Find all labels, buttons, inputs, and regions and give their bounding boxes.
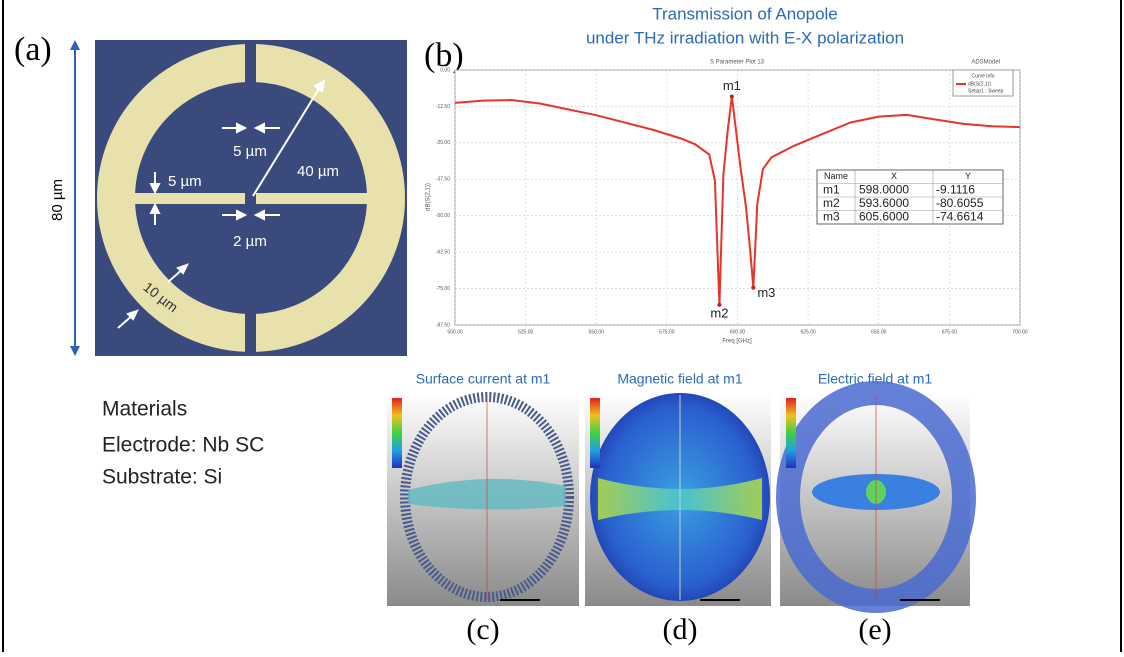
- y-tick-label: -75.00: [436, 286, 450, 292]
- x-tick-label: 650.00: [871, 329, 887, 335]
- arrow-head: [70, 346, 80, 356]
- panel-label: (d): [663, 613, 698, 646]
- x-axis-label: Freq [GHz]: [722, 339, 752, 345]
- gap-bottom: [245, 236, 256, 356]
- materials-title: Materials: [102, 398, 187, 421]
- y-tick-label: -87.50: [436, 322, 450, 328]
- table-cell: 593.6000: [859, 196, 909, 210]
- materials-text: Electrode: Nb SC: [102, 434, 264, 457]
- panel-label: (c): [466, 613, 499, 646]
- marker-label: m3: [757, 285, 775, 300]
- data-line: [454, 96, 1021, 305]
- y-tick-label: 0.00: [440, 67, 450, 73]
- materials-text: Substrate: Si: [102, 466, 222, 489]
- table-header: Name: [824, 171, 848, 181]
- x-tick-label: 600.00: [730, 329, 746, 335]
- marker-table: Name X Ym1 598.0000 -9.1116 m2 593.6000 -80.605…: [816, 169, 1004, 225]
- chart-title: Transmission of Anopole: [652, 4, 838, 23]
- marker-point: [729, 94, 734, 99]
- dim-label: 40 µm: [297, 163, 339, 180]
- table-header: X: [891, 171, 897, 181]
- arrow-head: [70, 40, 80, 50]
- x-tick-label: 625.00: [800, 329, 816, 335]
- dim-arrows: [117, 79, 326, 329]
- x-tick-label: 575.00: [659, 329, 675, 335]
- design-name: ADSModel: [971, 60, 1000, 66]
- marker-label: m2: [710, 305, 728, 320]
- y-tick-label: -50.00: [436, 213, 450, 219]
- table-cell: -74.6614: [936, 209, 984, 223]
- y-axis-label: dB(S(2,1)): [426, 183, 432, 211]
- y-tick-label: -12.50: [436, 104, 450, 110]
- panel-label: (a): [14, 31, 52, 68]
- x-tick-label: 500.00: [447, 329, 463, 335]
- marker-point: [717, 302, 722, 307]
- bar-right: [256, 193, 367, 204]
- panel-label: (e): [858, 613, 891, 646]
- table-cell: m3: [823, 209, 840, 223]
- bar-left: [134, 193, 245, 204]
- table-cell: m2: [823, 196, 840, 210]
- y-tick-label: -62.50: [436, 249, 450, 255]
- dim-label: 5 µm: [233, 143, 267, 160]
- table-cell: m1: [823, 182, 840, 196]
- legend-title: Curve Info: [971, 73, 994, 79]
- color-scale: [590, 398, 600, 468]
- chart-subtitle: under THz irradiation with E-X polarizat…: [586, 28, 904, 47]
- panel-label: (b): [424, 37, 464, 74]
- marker-point: [751, 285, 756, 290]
- table-cell: -9.1116: [936, 182, 975, 196]
- plot-layer: 0.00 -12.50 -25.00 -37.50 -50.00 -62.50 -75.00…: [436, 67, 1028, 335]
- x-tick-label: 675.00: [942, 329, 958, 335]
- x-tick-label: 700.00: [1012, 329, 1028, 335]
- y-tick-label: -37.50: [436, 177, 450, 183]
- table-cell: -80.6055: [936, 196, 984, 210]
- x-tick-label: 525.00: [518, 329, 534, 335]
- legend-label: dB(S(2,1)): [968, 81, 991, 87]
- field-ring: [776, 381, 976, 613]
- gap-top: [245, 40, 256, 160]
- marker-label: m1: [723, 78, 741, 93]
- x-tick-label: 550.00: [589, 329, 605, 335]
- map-title: Electric field at m1: [818, 371, 933, 387]
- color-scale: [786, 398, 796, 468]
- y-tick-label: -25.00: [436, 140, 450, 146]
- table-cell: 598.0000: [859, 182, 909, 196]
- map-title: Surface current at m1: [416, 371, 551, 387]
- dim-label: 2 µm: [233, 233, 267, 250]
- table-header: Y: [965, 171, 971, 181]
- color-scale: [392, 398, 402, 468]
- plot-title: S Parameter Plot 13: [710, 60, 765, 66]
- legend-label: Setup1 : Sweep: [968, 88, 1004, 94]
- table-cell: 605.6000: [859, 209, 909, 223]
- map-title: Magnetic field at m1: [617, 371, 742, 387]
- dim-label: 5 µm: [168, 173, 202, 190]
- dim-label: 80 µm: [49, 179, 66, 221]
